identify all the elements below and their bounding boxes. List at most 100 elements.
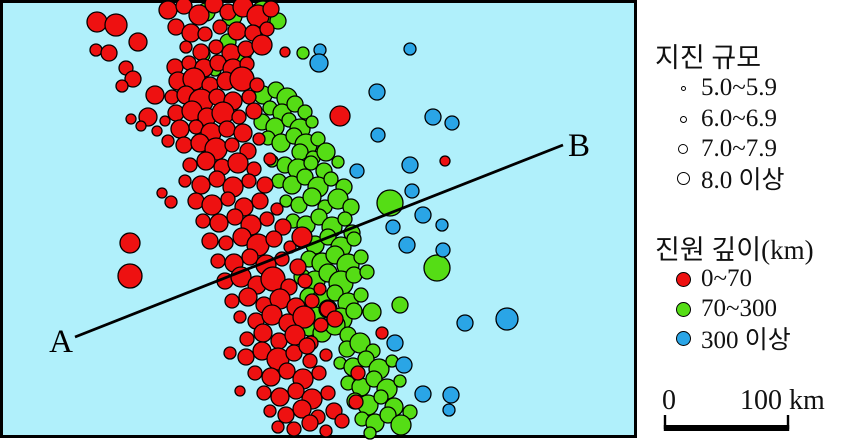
epicenter-dot xyxy=(117,263,143,289)
epicenter-dot xyxy=(331,155,345,169)
epicenter-dot xyxy=(296,168,314,186)
epicenter-dot xyxy=(256,385,272,401)
epicenter-dot xyxy=(435,242,451,258)
epicenter-dot xyxy=(197,26,213,42)
epicenter-dot xyxy=(164,195,178,209)
epicenter-dot xyxy=(414,385,432,403)
epicenter-dot xyxy=(218,120,236,138)
epicenter-dot xyxy=(435,218,449,232)
epicenter-dot xyxy=(158,0,178,20)
epicenter-dot xyxy=(289,258,307,276)
epicenter-dot xyxy=(233,310,247,324)
magnitude-legend-item: 7.0~7.9 xyxy=(665,134,777,164)
depth-legend-item: 70~300 xyxy=(665,294,777,324)
epicenter-dot xyxy=(442,386,460,404)
epicenter-dot xyxy=(310,131,326,147)
epicenter-dot xyxy=(247,365,263,381)
depth-legend-label: 70~300 xyxy=(701,295,778,322)
magnitude-legend-item: 6.0~6.9 xyxy=(665,104,777,134)
depth-legend-item: 300 이상 xyxy=(665,323,791,354)
magnitude-legend-title: 지진 규모 xyxy=(655,43,762,73)
epicenter-dot xyxy=(234,385,246,397)
epicenter-dot xyxy=(348,394,364,410)
epicenter-dot xyxy=(302,187,322,207)
epicenter-dot xyxy=(135,120,147,132)
epicenter-dot xyxy=(259,211,275,227)
epicenter-dot xyxy=(379,406,397,424)
magnitude-legend-label: 7.0~7.9 xyxy=(701,135,778,162)
scale-bar xyxy=(663,415,790,431)
epicenter-dot xyxy=(282,175,302,195)
depth-color-icon xyxy=(675,301,691,317)
epicenter-dot xyxy=(204,0,224,14)
epicenter-dot xyxy=(313,317,329,333)
epicenter-dot xyxy=(241,89,257,105)
epicenter-dot xyxy=(334,413,350,429)
epicenter-dot xyxy=(263,152,277,166)
scale-bar-start-label: 0 xyxy=(662,385,676,416)
epicenter-dot xyxy=(302,353,318,369)
depth-color-icon xyxy=(675,330,691,346)
magnitude-legend-item: 5.0~5.9 xyxy=(665,73,777,103)
epicenter-dot xyxy=(393,374,407,388)
epicenter-dot xyxy=(191,175,211,195)
epicenter-dot xyxy=(375,326,389,340)
epicenter-dots xyxy=(86,0,519,440)
epicenter-dot xyxy=(350,365,366,381)
epicenter-dot xyxy=(86,11,108,33)
epicenter-dot xyxy=(495,307,519,331)
epicenter-dot xyxy=(159,115,171,127)
magnitude-circle-icon xyxy=(680,85,686,91)
magnitude-legend-label: 6.0~6.9 xyxy=(701,105,778,132)
epicenter-dot xyxy=(373,389,389,405)
epicenter-dot xyxy=(201,232,219,250)
epicenter-dot xyxy=(442,403,456,417)
epicenter-dot xyxy=(175,0,193,15)
epicenter-map: A B xyxy=(0,0,637,440)
epicenter-dot xyxy=(251,192,269,210)
epicenter-dot xyxy=(238,287,258,307)
epicenter-dot xyxy=(279,46,291,58)
epicenter-dot xyxy=(252,132,266,146)
epicenter-dot xyxy=(241,248,259,266)
epicenter-dot xyxy=(385,219,401,235)
magnitude-legend-label: 5.0~5.9 xyxy=(701,74,778,101)
epicenter-dot xyxy=(277,406,295,424)
epicenter-dot xyxy=(404,183,420,199)
epicenter-dot xyxy=(386,334,404,352)
epicenter-dot xyxy=(323,171,339,187)
epicenter-dot xyxy=(259,21,275,37)
epicenter-dot xyxy=(128,32,148,52)
epicenter-dot xyxy=(211,101,235,125)
depth-legend-label: 0~70 xyxy=(701,265,753,292)
epicenter-dot xyxy=(182,157,198,173)
magnitude-legend-item: 8.0 이상 xyxy=(665,163,785,194)
epicenter-dot xyxy=(390,414,412,436)
epicenter-dot xyxy=(319,424,333,438)
epicenter-dot xyxy=(170,119,190,139)
epicenter-dot xyxy=(89,43,103,57)
epicenter-dot xyxy=(231,109,247,125)
epicenter-dot xyxy=(353,249,369,265)
epicenter-dot xyxy=(456,314,474,332)
depth-legend-item: 0~70 xyxy=(665,264,752,294)
epicenter-dot xyxy=(278,362,296,380)
epicenter-dot xyxy=(320,385,336,401)
epicenter-dot xyxy=(444,115,460,131)
epicenter-dot xyxy=(181,23,201,43)
epicenter-dot xyxy=(402,404,418,420)
epicenter-dot xyxy=(357,350,375,368)
epicenter-dot xyxy=(210,253,226,269)
epicenter-dot xyxy=(403,42,417,56)
epicenter-dot xyxy=(309,53,329,73)
epicenter-dot xyxy=(251,34,273,56)
epicenter-dot xyxy=(124,70,142,88)
epicenter-dot xyxy=(391,296,409,314)
epicenter-dot xyxy=(303,155,319,171)
epicenter-dot xyxy=(296,46,310,60)
epicenter-dot xyxy=(319,348,333,362)
epicenter-dot xyxy=(261,304,283,326)
epicenter-dot xyxy=(298,337,316,355)
epicenter-dot xyxy=(349,163,365,179)
